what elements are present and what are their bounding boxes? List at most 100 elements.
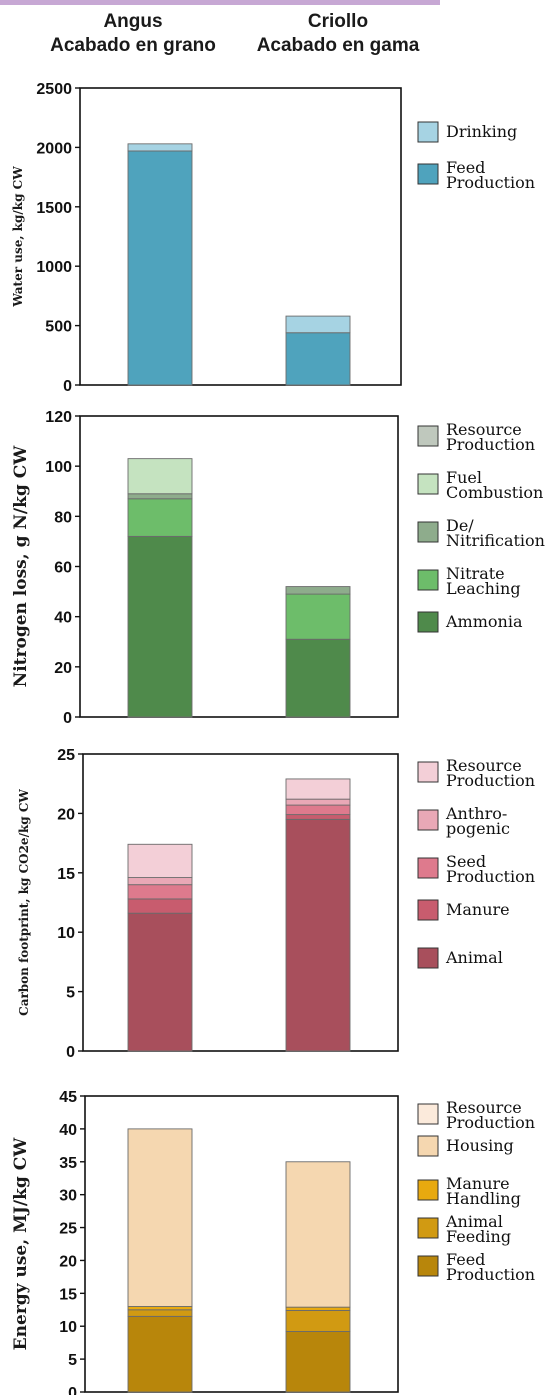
y-tick-label: 10 bbox=[57, 925, 75, 942]
y-tick-label: 20 bbox=[59, 1253, 77, 1270]
criollo-header-line2: Acabado en gama bbox=[256, 35, 420, 56]
y-tick-label: 80 bbox=[54, 509, 72, 526]
legend-label-ammonia: Ammonia bbox=[445, 612, 523, 631]
bar-segment-manure-criollo bbox=[285, 814, 351, 820]
legend-swatch-housing bbox=[417, 1135, 439, 1157]
legend-label-housing: Housing bbox=[446, 1136, 514, 1155]
bar-segment-feed-production-angus bbox=[127, 1315, 193, 1393]
bar-segment-feed-production-angus bbox=[127, 150, 193, 386]
bar-segment-resource-production-criollo bbox=[285, 778, 351, 800]
legend-swatch-de-nitrification bbox=[417, 521, 439, 543]
y-tick-label: 15 bbox=[59, 1286, 77, 1303]
y-tick-label: 1000 bbox=[36, 259, 72, 276]
legend-label-resource-production: Production bbox=[446, 771, 535, 790]
legend-label-de-nitrification: Nitrification bbox=[446, 531, 545, 550]
bar-segment-manure-angus bbox=[127, 898, 193, 914]
y-tick-label: 1500 bbox=[36, 200, 72, 217]
legend-swatch-drinking bbox=[417, 121, 439, 143]
y-tick-label: 35 bbox=[59, 1155, 77, 1172]
legend-swatch-resource-production bbox=[417, 1103, 439, 1125]
legend-swatch-manure bbox=[417, 899, 439, 921]
legend-label-animal: Animal bbox=[445, 948, 503, 967]
legend-label-de-nitrification: De/ bbox=[446, 516, 474, 535]
bar-segment-manure-handling-criollo bbox=[285, 1306, 351, 1311]
legend-label-nitrate-leaching: Leaching bbox=[446, 579, 521, 598]
legend-swatch-fuel-combustion bbox=[417, 473, 439, 495]
chart-nitrogen-loss: 0 20 40 60 80 100 120 Nitrogen loss, g N/kg CW R… bbox=[11, 409, 545, 727]
legend-swatch-seed-production bbox=[417, 857, 439, 879]
y-tick-label: 45 bbox=[59, 1089, 77, 1106]
bar-segment-manure-handling-angus bbox=[127, 1306, 193, 1311]
y-tick-label: 0 bbox=[63, 710, 72, 727]
y-tick-label: 25 bbox=[59, 1221, 77, 1238]
angus-column-header: Angus Acabado en grano bbox=[18, 10, 248, 58]
angus-header-line1: Angus bbox=[103, 11, 163, 32]
y-tick-label: 500 bbox=[45, 319, 72, 336]
y-tick-label: 0 bbox=[63, 378, 72, 395]
legend-swatch-feed-production bbox=[417, 1255, 439, 1277]
legend-label-drinking: Drinking bbox=[446, 122, 517, 141]
criollo-column-header: Criollo Acabado en gama bbox=[238, 10, 438, 58]
bar-segment-feed-production-criollo bbox=[285, 332, 351, 386]
legend-label-anthropogenic: Anthro- bbox=[445, 804, 507, 823]
y-tick-label: 40 bbox=[59, 1122, 77, 1139]
bar-segment-drinking-angus bbox=[127, 143, 193, 152]
bar-segment-fuel-combustion-angus bbox=[127, 458, 193, 495]
legend-label-feed-production: Production bbox=[446, 173, 535, 192]
bar-segment-seed-production-angus bbox=[127, 884, 193, 900]
angus-header-line2: Acabado en grano bbox=[50, 35, 216, 56]
bar-segment-resource-production-angus bbox=[127, 843, 193, 879]
criollo-header-line1: Criollo bbox=[307, 11, 369, 32]
y-tick-label: 2500 bbox=[36, 81, 72, 98]
legend-label-resource-production: Production bbox=[446, 435, 535, 454]
legend-label-resource-production: Production bbox=[446, 1113, 535, 1132]
chart-water-use: 0 500 1000 1500 2000 2500 Water use, kg/kg CW D… bbox=[11, 81, 535, 395]
y-tick-label: 100 bbox=[45, 459, 72, 476]
legend-label-seed-production: Production bbox=[446, 867, 535, 886]
legend-label-fuel-combustion: Combustion bbox=[446, 483, 543, 502]
y-tick-label: 2000 bbox=[36, 140, 72, 157]
legend-label-anthropogenic: pogenic bbox=[446, 819, 510, 838]
bar-segment-drinking-criollo bbox=[285, 315, 351, 334]
chart-energy-use: 0 5 10 15 20 25 30 35 40 45 Energy use, MJ/kg CW Re… bbox=[11, 1089, 535, 1395]
bar-segment-nitrate-leaching-criollo bbox=[285, 593, 351, 640]
bar-segment-housing-angus bbox=[127, 1128, 193, 1307]
legend-label-animal-feeding: Feeding bbox=[446, 1227, 511, 1246]
legend-label-fuel-combustion: Fuel bbox=[446, 468, 482, 487]
y-tick-label: 120 bbox=[45, 409, 72, 426]
legend-swatch-feed-production bbox=[417, 163, 439, 185]
legend-swatch-animal bbox=[417, 947, 439, 969]
legend-swatch-resource-production bbox=[417, 425, 439, 447]
bar-segment-ammonia-criollo bbox=[285, 638, 351, 718]
y-axis-title: Energy use, MJ/kg CW bbox=[11, 1137, 31, 1351]
bar-segment-animal-criollo bbox=[285, 818, 351, 1052]
chart-carbon-footprint: 0 5 10 15 20 25 Carbon footprint, kg CO2e/kg C… bbox=[17, 747, 535, 1061]
legend-label-resource-production: Resource bbox=[446, 1098, 522, 1117]
y-tick-label: 5 bbox=[68, 1352, 77, 1369]
legend-swatch-manure-handling bbox=[417, 1179, 439, 1201]
bar-segment-anthropogenic-angus bbox=[127, 877, 193, 886]
legend-label-animal-feeding: Animal bbox=[445, 1212, 503, 1231]
legend-label-feed-production: Feed bbox=[446, 158, 485, 177]
bar-segment-de-nitrification-criollo bbox=[285, 586, 351, 595]
y-axis-title: Nitrogen loss, g N/kg CW bbox=[11, 445, 31, 688]
legend-swatch-resource-production bbox=[417, 761, 439, 783]
legend-label-resource-production: Resource bbox=[446, 756, 522, 775]
legend-label-resource-production: Resource bbox=[446, 420, 522, 439]
bar-segment-animal-feeding-criollo bbox=[285, 1309, 351, 1332]
y-tick-label: 30 bbox=[59, 1188, 77, 1205]
legend-label-manure-handling: Handling bbox=[446, 1189, 521, 1208]
y-tick-label: 20 bbox=[57, 806, 75, 823]
y-axis-title: Water use, kg/kg CW bbox=[11, 166, 25, 308]
legend-label-seed-production: Seed bbox=[446, 852, 486, 871]
bar-segment-housing-criollo bbox=[285, 1161, 351, 1308]
legend-label-nitrate-leaching: Nitrate bbox=[446, 564, 505, 583]
y-axis-title: Carbon footprint, kg CO2e/kg CW bbox=[17, 789, 31, 1016]
legend-swatch-ammonia bbox=[417, 611, 439, 633]
y-tick-label: 25 bbox=[57, 747, 75, 764]
bar-segment-nitrate-leaching-angus bbox=[127, 498, 193, 537]
legend-label-manure-handling: Manure bbox=[446, 1174, 510, 1193]
y-tick-label: 10 bbox=[59, 1319, 77, 1336]
bar-segment-seed-production-criollo bbox=[285, 804, 351, 816]
